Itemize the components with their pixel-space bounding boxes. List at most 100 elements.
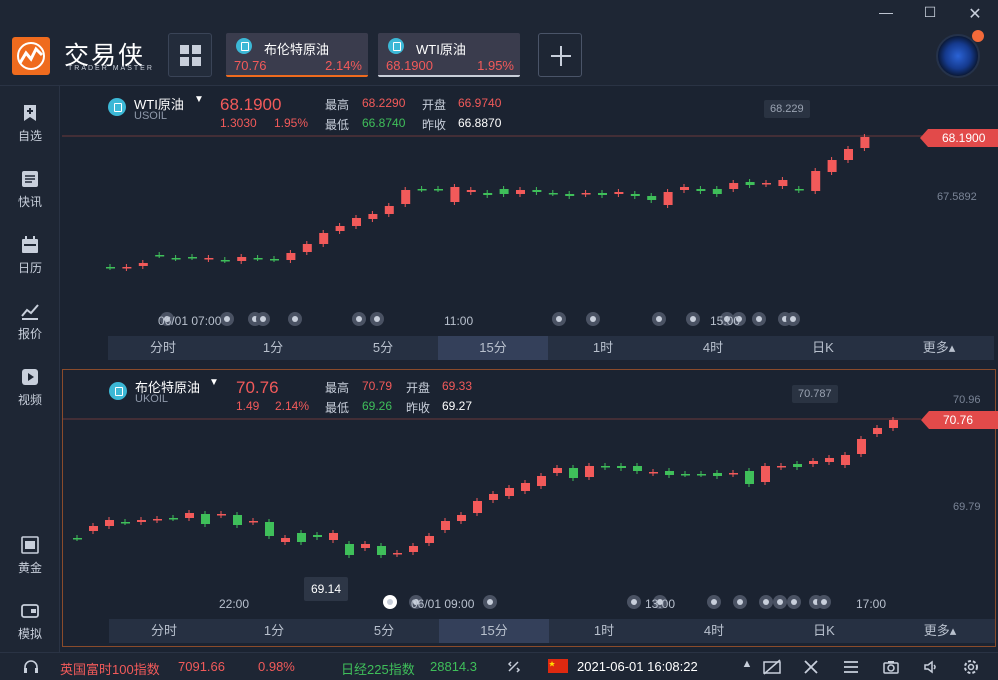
headset-icon[interactable] — [22, 658, 40, 676]
list-settings-icon[interactable] — [842, 658, 860, 676]
event-marker-icon[interactable] — [752, 312, 766, 326]
period-tab-4h[interactable]: 4时 — [703, 623, 725, 638]
candle — [680, 187, 689, 190]
period-more-button[interactable]: 更多▴ — [923, 623, 957, 638]
ticker-percent: 0.98% — [258, 659, 295, 674]
settings-gear-icon[interactable] — [962, 658, 980, 676]
chart-off-icon[interactable] — [762, 658, 781, 676]
symbol-name[interactable]: 布伦特原油 — [135, 380, 201, 395]
ticker-name[interactable]: 日经225指数 — [341, 662, 415, 677]
time-axis-label: 06/01 09:00 — [411, 597, 475, 611]
event-marker-icon[interactable] — [817, 595, 831, 609]
candle — [185, 513, 194, 518]
tab-brent-oil[interactable]: 布伦特原油 70.76 2.14% — [226, 33, 368, 77]
candle — [601, 466, 610, 468]
event-marker-icon[interactable] — [160, 312, 174, 326]
candle — [649, 472, 658, 474]
triangle-up-icon[interactable]: ▲ — [741, 658, 753, 670]
time-axis-label: 06/01 07:00 — [158, 314, 222, 328]
event-marker-icon[interactable] — [256, 312, 270, 326]
dropdown-arrow-icon[interactable]: ▼ — [209, 377, 219, 388]
event-marker-icon[interactable] — [653, 595, 667, 609]
event-marker-icon[interactable] — [552, 312, 566, 326]
high-label: 最高 — [325, 381, 350, 395]
period-tab-daily[interactable]: 日K — [812, 340, 834, 355]
candle — [598, 193, 607, 195]
event-marker-icon[interactable] — [686, 312, 700, 326]
sidebar-item-news[interactable]: 快讯 — [0, 160, 60, 216]
candle — [105, 520, 114, 526]
period-tab-5m[interactable]: 5分 — [372, 340, 394, 355]
sound-icon[interactable] — [922, 658, 940, 676]
event-marker-icon[interactable] — [720, 312, 734, 326]
sidebar-item-gold[interactable]: 黄金 — [0, 526, 60, 582]
event-marker-icon[interactable] — [732, 312, 746, 326]
period-tab-tick[interactable]: 分时 — [150, 623, 177, 638]
chart-panel-brent[interactable]: 布伦特原油 ▼ UKOIL 70.76 1.49 2.14% 最高 70.79 … — [62, 369, 998, 647]
period-more-button[interactable]: 更多▴ — [922, 340, 956, 355]
maximize-icon[interactable]: ☐ — [923, 4, 937, 20]
tab-wti-oil[interactable]: WTI原油 68.1900 1.95% — [378, 33, 520, 77]
candle — [121, 522, 130, 524]
event-marker-icon[interactable] — [787, 595, 801, 609]
event-marker-icon[interactable] — [586, 312, 600, 326]
avatar[interactable] — [936, 34, 980, 78]
candle — [499, 189, 509, 194]
period-tab-1m[interactable]: 1分 — [262, 340, 284, 355]
candle — [483, 193, 493, 195]
event-marker-icon[interactable] — [352, 312, 366, 326]
prev-close-value: 69.27 — [442, 399, 473, 413]
y-axis-label: 67.5892 — [937, 191, 977, 203]
symbol-name[interactable]: WTI原油 — [134, 97, 184, 112]
sidebar-item-simulate[interactable]: 模拟 — [0, 592, 60, 648]
candlestick-chart[interactable] — [62, 86, 996, 336]
event-marker-icon[interactable] — [483, 595, 497, 609]
sidebar-item-label: 报价 — [17, 327, 42, 341]
period-tab-4h[interactable]: 4时 — [702, 340, 724, 355]
event-marker-icon[interactable] — [220, 312, 234, 326]
period-tab-1m[interactable]: 1分 — [263, 623, 285, 638]
price-change-pct: 2.14% — [275, 399, 310, 413]
event-marker-icon[interactable] — [409, 595, 423, 609]
event-marker-icon[interactable] — [759, 595, 773, 609]
event-marker-icon[interactable] — [786, 312, 800, 326]
period-tab-1h[interactable]: 1时 — [593, 623, 615, 638]
period-tab-tick[interactable]: 分时 — [149, 340, 176, 355]
price-tag: 68.1900 — [920, 129, 998, 147]
sidebar-item-calendar[interactable]: 日历 — [0, 226, 60, 282]
period-tab-5m[interactable]: 5分 — [373, 623, 395, 638]
ticker-value: 7091.66 — [178, 659, 225, 674]
period-tab-15m[interactable]: 15分 — [439, 619, 549, 643]
event-marker-icon[interactable] — [707, 595, 721, 609]
period-tab-15m[interactable]: 15分 — [438, 336, 548, 360]
candle — [712, 189, 722, 194]
candlestick-chart[interactable] — [63, 370, 995, 618]
chart-panel-wti[interactable]: WTI原油 ▼ USOIL 68.1900 1.3030 1.95% 最高 68… — [62, 86, 998, 364]
event-marker-icon[interactable] — [733, 595, 747, 609]
grid-layout-button[interactable] — [168, 33, 212, 77]
sidebar-item-video[interactable]: 视频 — [0, 358, 60, 414]
event-marker-icon[interactable] — [370, 312, 384, 326]
event-marker-icon[interactable] — [652, 312, 666, 326]
event-marker-icon[interactable] — [627, 595, 641, 609]
camera-icon[interactable] — [882, 658, 900, 676]
close-icon[interactable]: ✕ — [968, 6, 982, 23]
sidebar-item-watchlist[interactable]: 自选 — [0, 94, 60, 150]
dropdown-arrow-icon[interactable]: ▼ — [194, 94, 204, 105]
period-tab-daily[interactable]: 日K — [813, 623, 835, 638]
add-tab-button[interactable] — [538, 33, 582, 77]
sidebar-item-quotes[interactable]: 报价 — [0, 292, 60, 348]
event-marker-icon[interactable] — [383, 595, 397, 609]
link-icon[interactable] — [505, 658, 523, 676]
minimize-icon[interactable]: — — [879, 4, 893, 20]
candle — [841, 455, 850, 465]
ticker-name[interactable]: 英国富时100指数 — [60, 662, 160, 677]
event-marker-icon[interactable] — [288, 312, 302, 326]
event-marker-icon[interactable] — [773, 595, 787, 609]
candle — [368, 214, 378, 219]
sidebar-item-label: 模拟 — [17, 627, 42, 641]
tools-icon[interactable] — [802, 658, 820, 676]
period-tab-1h[interactable]: 1时 — [592, 340, 614, 355]
candle — [265, 522, 274, 536]
